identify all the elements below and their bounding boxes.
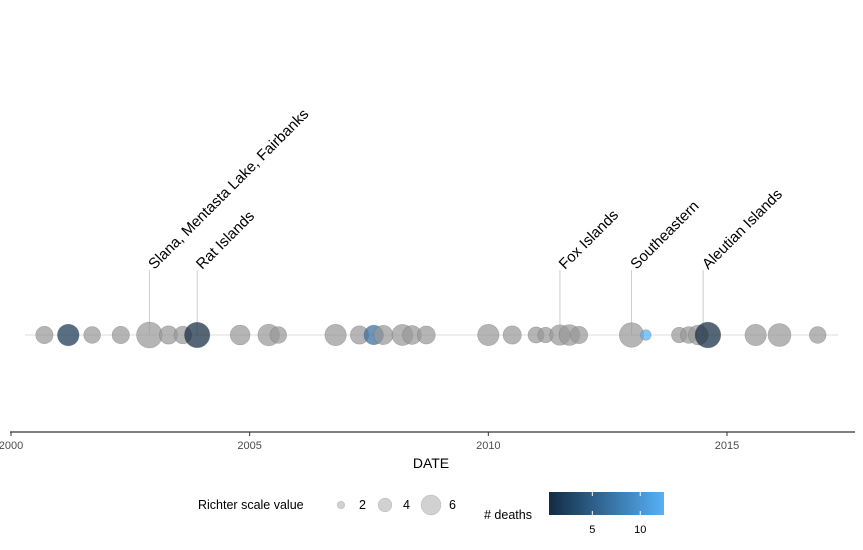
earthquake-point [229, 324, 251, 346]
size-legend-key [420, 494, 442, 516]
size-legend: Richter scale value 2 4 6 [198, 494, 456, 516]
earthquake-point [640, 329, 652, 341]
x-axis-ticks: 2000 2005 2010 2015 [0, 432, 739, 452]
annotation-lines [148, 270, 704, 335]
earthquake-point [373, 325, 394, 345]
size-legend-key [377, 497, 393, 513]
color-legend-bar [549, 492, 664, 515]
earthquake-point [83, 326, 101, 344]
earthquake-point [184, 321, 211, 349]
earthquake-point [744, 323, 767, 347]
size-legend-keys: 2 4 6 [336, 494, 456, 516]
x-tick-label: 2005 [237, 440, 261, 452]
earthquake-point [324, 323, 347, 347]
x-tick-label: 2010 [476, 440, 500, 452]
earthquake-point [136, 321, 163, 349]
annotation-label: Aleutian Islands [699, 186, 786, 273]
size-legend-title: Richter scale value [198, 498, 304, 512]
x-tick-label: 2015 [715, 440, 739, 452]
data-points [35, 321, 827, 349]
earthquake-point [694, 321, 722, 349]
earthquake-point [35, 325, 54, 345]
annotation-label: Southeastern [627, 198, 702, 273]
color-legend: # deaths 5 10 [484, 492, 664, 536]
annotation-label: Fox Islands [556, 207, 622, 273]
size-legend-key [336, 500, 346, 510]
earthquake-point [570, 325, 589, 345]
color-legend-ticks: 5 10 [589, 492, 646, 536]
earthquake-point [808, 326, 827, 344]
color-legend-title: # deaths [484, 508, 532, 522]
earthquake-point [269, 326, 288, 344]
color-legend-label: 5 [589, 524, 595, 536]
size-legend-label: 6 [449, 498, 456, 512]
earthquake-point [57, 323, 80, 347]
earthquake-point [618, 322, 645, 348]
x-axis-title: DATE [413, 455, 449, 471]
size-legend-label: 2 [359, 498, 366, 512]
earthquake-point [111, 325, 130, 345]
earthquake-point [767, 323, 792, 347]
earthquake-point [477, 323, 500, 347]
size-legend-label: 4 [403, 498, 410, 512]
x-tick-label: 2000 [0, 440, 23, 452]
earthquake-point [502, 325, 522, 345]
color-legend-label: 10 [634, 524, 646, 536]
earthquake-point [416, 325, 436, 345]
